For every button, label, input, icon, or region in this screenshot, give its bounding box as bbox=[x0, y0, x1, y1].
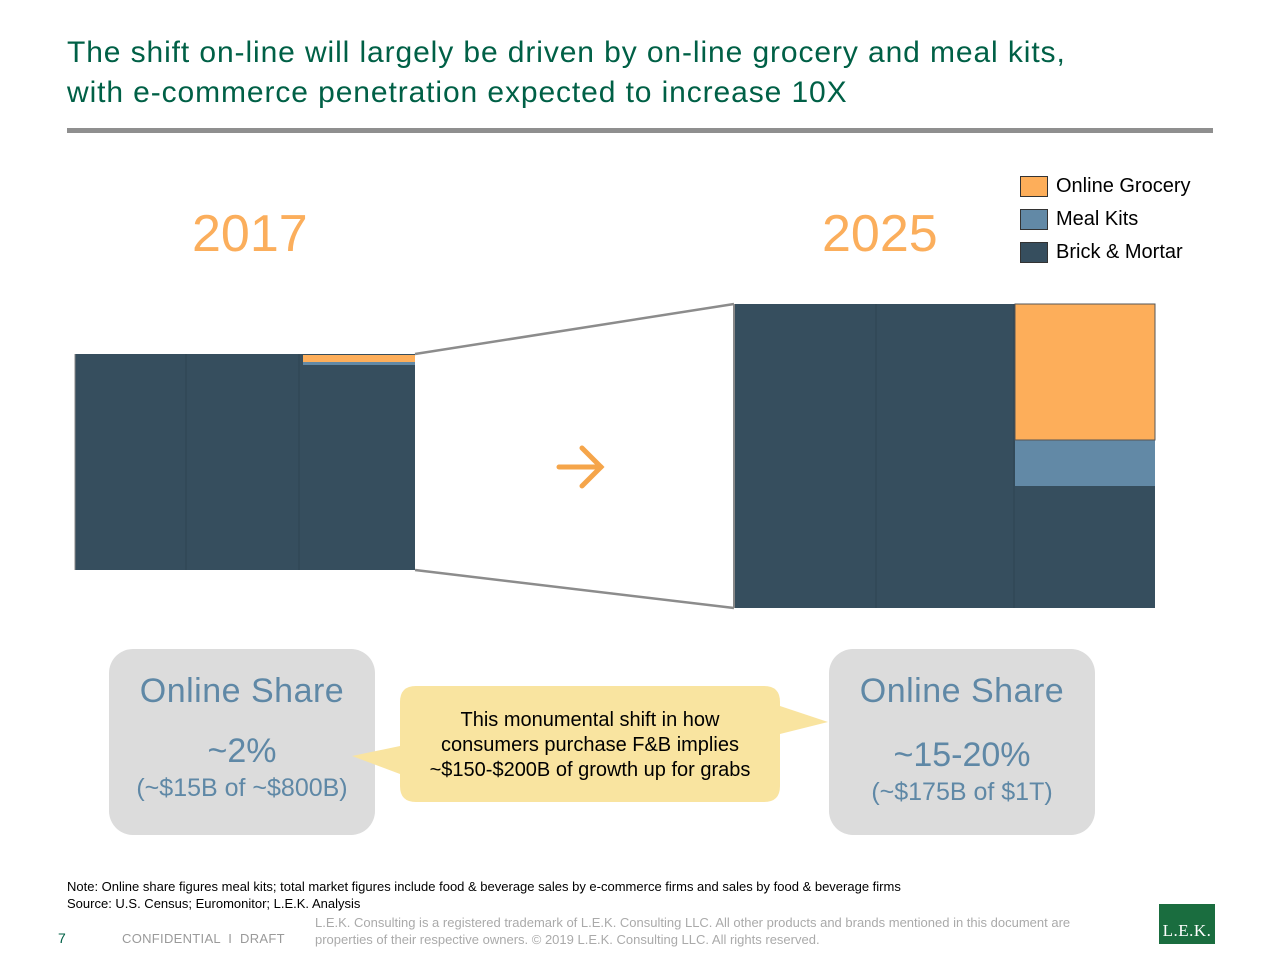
block-2017-brick-mortar bbox=[75, 354, 415, 570]
year-label-2017: 2017 bbox=[192, 205, 308, 263]
note-text: Note: Online share figures meal kits; to… bbox=[67, 879, 901, 894]
title-divider bbox=[67, 128, 1213, 133]
title-line-1: The shift on-line will largely be driven… bbox=[67, 36, 1066, 69]
footnotes: Note: Online share figures meal kits; to… bbox=[67, 878, 901, 912]
callout-line-2: consumers purchase F&B implies bbox=[441, 734, 739, 756]
right-arrow-icon bbox=[556, 445, 605, 489]
online-share-2025-detail: (~$175B of $1T) bbox=[871, 778, 1053, 806]
connector-top-line bbox=[414, 302, 735, 356]
online-share-2025-percent: ~15-20% bbox=[893, 736, 1031, 774]
market-mix-chart bbox=[74, 302, 1156, 610]
legend-swatch-meal-kits bbox=[1020, 209, 1048, 230]
legend-item-online-grocery: Online Grocery bbox=[1020, 170, 1191, 203]
year-label-2025: 2025 bbox=[822, 205, 938, 263]
legal-line-2: properties of their respective owners. ©… bbox=[315, 932, 820, 947]
source-text: Source: U.S. Census; Euromonitor; L.E.K.… bbox=[67, 896, 361, 911]
legend-label-online-grocery: Online Grocery bbox=[1056, 175, 1191, 197]
legal-notice: L.E.K. Consulting is a registered tradem… bbox=[315, 914, 1165, 948]
block-2017-online-grocery bbox=[303, 355, 415, 362]
online-share-2017-heading: Online Share bbox=[139, 672, 345, 710]
online-share-2025-box: Online Share ~15-20% (~$175B of $1T) bbox=[829, 649, 1095, 835]
online-share-2017-box: Online Share ~2% (~$15B of ~$800B) bbox=[109, 649, 375, 835]
confidential-label: CONFIDENTIAL I DRAFT bbox=[122, 931, 285, 946]
legend-label-meal-kits: Meal Kits bbox=[1056, 208, 1139, 230]
callout-line-1: This monumental shift in how bbox=[460, 709, 720, 731]
online-share-2025-heading: Online Share bbox=[859, 672, 1065, 710]
callout-text: This monumental shift in how consumers p… bbox=[400, 708, 780, 783]
lek-logo: L.E.K. bbox=[1159, 904, 1215, 944]
legend-swatch-online-grocery bbox=[1020, 176, 1048, 197]
online-share-2017-detail: (~$15B of ~$800B) bbox=[136, 774, 348, 802]
online-share-2017-percent: ~2% bbox=[207, 732, 277, 770]
chart-legend: Online Grocery Meal Kits Brick & Mortar bbox=[1020, 170, 1191, 269]
block-2025-online-grocery bbox=[1014, 303, 1156, 441]
title-line-2: with e-commerce penetration expected to … bbox=[67, 76, 848, 109]
legend-swatch-brick-mortar bbox=[1020, 242, 1048, 263]
legend-item-meal-kits: Meal Kits bbox=[1020, 203, 1191, 236]
callout-line-3: ~$150-$200B of growth up for grabs bbox=[429, 759, 751, 781]
connector-bottom-line bbox=[414, 568, 735, 610]
page-number: 7 bbox=[58, 930, 66, 946]
legend-label-brick-mortar: Brick & Mortar bbox=[1056, 241, 1183, 263]
legal-line-1: L.E.K. Consulting is a registered tradem… bbox=[315, 915, 1071, 930]
block-2017-meal-kits bbox=[303, 362, 415, 365]
legend-item-brick-mortar: Brick & Mortar bbox=[1020, 236, 1191, 269]
callout-bubble bbox=[352, 686, 828, 802]
page-title: The shift on-line will largely be driven… bbox=[67, 33, 1217, 113]
block-2025-meal-kits bbox=[1015, 440, 1155, 486]
